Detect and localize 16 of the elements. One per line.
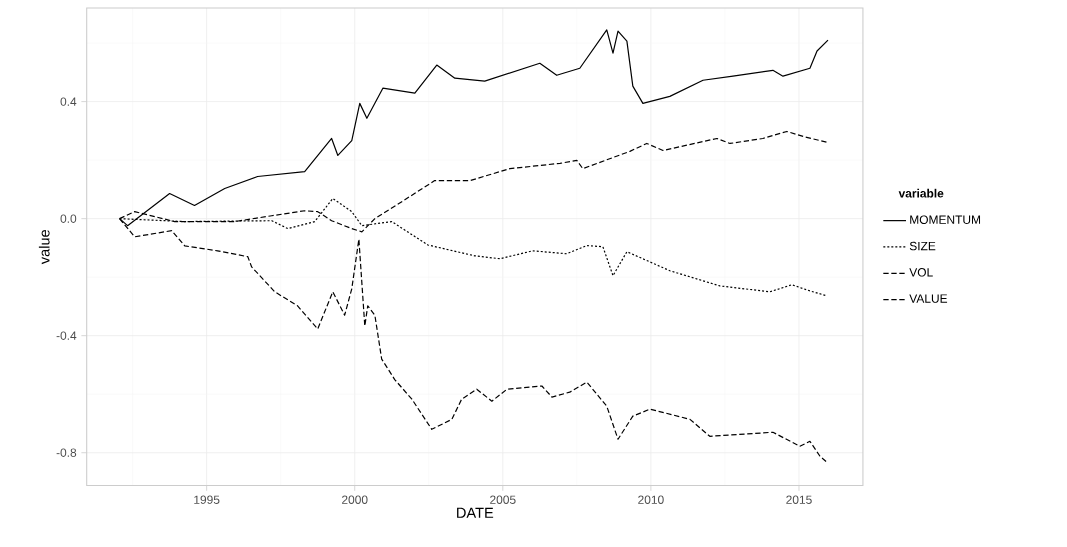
- y-axis-title: value: [38, 230, 50, 265]
- x-tick-label: 1995: [194, 495, 220, 505]
- y-tick-label: -0.8: [56, 448, 77, 458]
- y-tick-label: 0.4: [60, 97, 77, 106]
- legend-label: VALUE: [909, 294, 948, 303]
- x-tick-label: 2010: [638, 495, 664, 505]
- x-axis-title: DATE: [457, 507, 494, 518]
- x-tick-label: 2000: [342, 495, 368, 505]
- y-tick-label: 0.0: [60, 214, 77, 223]
- legend-label: MOMENTUM: [910, 215, 981, 225]
- y-tick-label: -0.4: [56, 331, 77, 340]
- legend-label: SIZE: [909, 241, 936, 251]
- legend-label: VOL: [909, 268, 933, 277]
- x-tick-label: 2005: [490, 495, 516, 505]
- x-tick-label: 2015: [786, 495, 812, 505]
- legend-title: variable: [898, 188, 944, 198]
